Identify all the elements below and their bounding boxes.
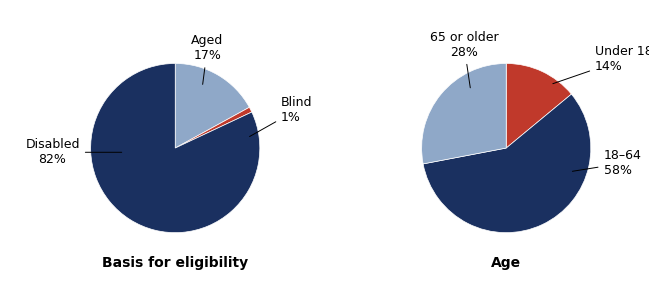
Title: Age: Age xyxy=(491,255,521,270)
Text: Blind
1%: Blind 1% xyxy=(250,96,312,136)
Text: 18–64
58%: 18–64 58% xyxy=(572,149,641,177)
Text: Aged
17%: Aged 17% xyxy=(191,34,223,84)
Text: Under 18
14%: Under 18 14% xyxy=(553,45,649,84)
Text: Disabled
82%: Disabled 82% xyxy=(25,138,122,166)
Title: Basis for eligibility: Basis for eligibility xyxy=(102,255,249,270)
Wedge shape xyxy=(175,107,252,148)
Text: 65 or older
28%: 65 or older 28% xyxy=(430,31,498,88)
Wedge shape xyxy=(175,63,249,148)
Wedge shape xyxy=(91,63,260,233)
Wedge shape xyxy=(422,63,506,164)
Wedge shape xyxy=(506,63,571,148)
Wedge shape xyxy=(423,94,591,233)
